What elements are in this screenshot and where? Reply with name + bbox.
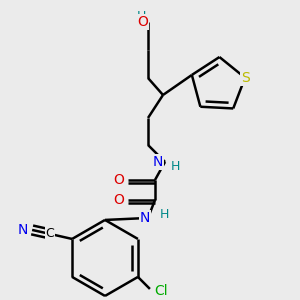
- Text: N: N: [140, 211, 150, 225]
- Text: S: S: [241, 71, 249, 85]
- Text: O: O: [137, 15, 148, 29]
- Text: Cl: Cl: [154, 284, 167, 298]
- Text: C: C: [46, 227, 55, 240]
- Text: H: H: [136, 11, 146, 23]
- Text: O: O: [113, 193, 124, 207]
- Text: N: N: [153, 155, 163, 169]
- Text: H: H: [170, 160, 180, 173]
- Text: O: O: [113, 173, 124, 187]
- Text: H: H: [159, 208, 169, 221]
- Text: N: N: [18, 223, 28, 237]
